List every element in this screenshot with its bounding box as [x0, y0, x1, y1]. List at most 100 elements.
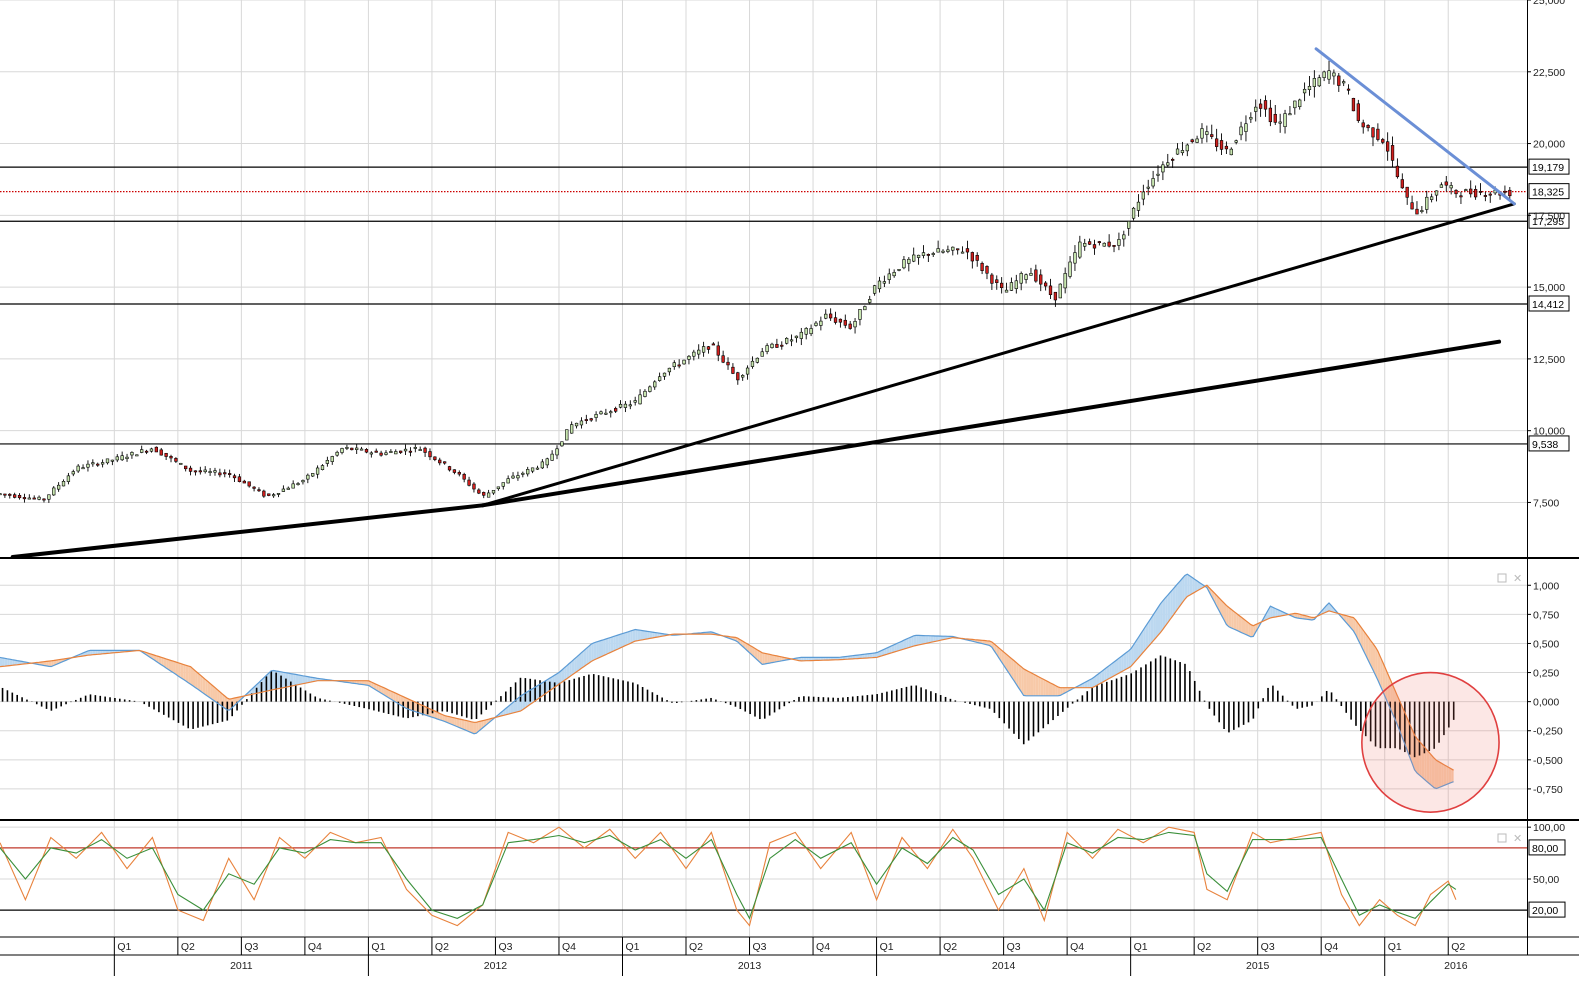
macd-y-tick-label: 0,250 — [1533, 668, 1559, 680]
quarter-label: Q1 — [880, 941, 894, 953]
candlestick — [785, 337, 788, 344]
macd-fill-band — [630, 630, 632, 643]
macd-fill-band — [464, 720, 466, 731]
macd-fill-band — [1116, 658, 1118, 674]
year-label: 2014 — [992, 960, 1016, 972]
price-y-tick-label: 20,000 — [1533, 139, 1565, 151]
year-label: 2016 — [1444, 960, 1468, 972]
macd-fill-band — [1173, 587, 1175, 616]
candlestick — [1059, 283, 1062, 298]
macd-fill-band — [181, 664, 183, 680]
level-price-label: 19,179 — [1532, 162, 1564, 174]
candlestick — [350, 448, 353, 451]
macd-fill-band — [1033, 674, 1035, 696]
quarter-label: Q3 — [1261, 941, 1275, 953]
stochastic-y-tick-label: 50,00 — [1533, 874, 1559, 886]
macd-y-tick-label: 0,750 — [1533, 609, 1559, 621]
level-price-tag: 14,412 — [1529, 296, 1569, 311]
macd-fill-band — [1036, 675, 1038, 696]
macd-fill-band — [1190, 576, 1192, 595]
macd-fill-band — [1241, 617, 1243, 633]
stochastic-y-tick-label: 100,00 — [1533, 822, 1565, 834]
macd-fill-band — [1251, 625, 1253, 637]
quarter-label: Q2 — [1451, 941, 1465, 953]
macd-fill-band — [645, 631, 647, 639]
macd-fill-band — [621, 633, 623, 647]
year-label: 2011 — [230, 960, 253, 972]
macd-fill-band — [603, 639, 605, 656]
macd-fill-band — [200, 675, 202, 693]
price-y-tick-label: 22,500 — [1533, 67, 1565, 79]
macd-fill-band — [1029, 671, 1031, 695]
macd-fill-band — [919, 635, 921, 645]
level-price-tag: 9,538 — [1529, 436, 1569, 451]
macd-fill-band — [914, 635, 916, 646]
macd-fill-band — [765, 653, 767, 664]
macd-fill-band — [305, 676, 307, 683]
macd-fill-band — [462, 720, 464, 730]
macd-fill-band — [1185, 574, 1187, 599]
macd-fill-band — [300, 675, 302, 684]
price-y-tick-label: 15,000 — [1533, 282, 1565, 294]
macd-fill-band — [596, 641, 598, 659]
macd-fill-band — [1121, 654, 1123, 671]
stochastic-level-label: 20,00 — [1532, 905, 1558, 917]
quarter-label: Q1 — [1134, 941, 1148, 953]
level-price-label: 18,325 — [1532, 187, 1564, 199]
quarter-label: Q3 — [498, 941, 512, 953]
level-price-label: 14,412 — [1532, 299, 1564, 311]
macd-fill-band — [1160, 601, 1162, 633]
macd-fill-band — [1053, 684, 1055, 696]
candlestick — [267, 493, 270, 496]
macd-fill-band — [1175, 584, 1177, 613]
level-price-tag: 19,179 — [1529, 159, 1569, 174]
macd-fill-band — [628, 631, 630, 644]
macd-y-tick-label: 1,000 — [1533, 580, 1559, 592]
macd-fill-band — [762, 653, 764, 665]
candlestick — [565, 430, 568, 441]
quarter-label: Q2 — [689, 941, 703, 953]
macd-fill-band — [1229, 608, 1231, 628]
candlestick — [1352, 98, 1355, 111]
price-y-tick-label: 12,500 — [1533, 354, 1565, 366]
macd-fill-band — [640, 630, 642, 640]
macd-fill-band — [183, 664, 185, 681]
year-label: 2015 — [1246, 960, 1270, 972]
macd-fill-band — [926, 636, 928, 644]
macd-fill-band — [49, 661, 51, 667]
candlestick — [1132, 207, 1135, 220]
candlestick — [179, 463, 182, 465]
price-y-tick-label: 25,000 — [1533, 0, 1565, 7]
candlestick — [0, 493, 1, 495]
year-label: 2012 — [484, 960, 508, 972]
quarter-label: Q2 — [1197, 941, 1211, 953]
macd-fill-band — [1038, 677, 1040, 696]
quarter-label: Q1 — [1388, 941, 1402, 953]
macd-fill-band — [581, 651, 583, 669]
macd-fill-band — [1046, 680, 1048, 695]
macd-fill-band — [1024, 669, 1026, 696]
macd-fill-band — [1236, 613, 1238, 631]
stochastic-level-tag: 80,00 — [1529, 840, 1565, 855]
macd-fill-band — [1178, 581, 1180, 609]
macd-fill-band — [1124, 653, 1126, 671]
macd-y-tick-label: 0,500 — [1533, 638, 1559, 650]
macd-fill-band — [1153, 611, 1155, 641]
macd-fill-band — [1192, 578, 1194, 594]
macd-fill-band — [606, 638, 608, 654]
stochastic-level-label: 80,00 — [1532, 843, 1558, 855]
macd-fill-band — [611, 637, 613, 653]
stochastic-close-icon[interactable]: ✕ — [1513, 833, 1522, 845]
macd-fill-band — [303, 676, 305, 684]
level-price-tag: 18,325 — [1529, 184, 1569, 199]
macd-fill-band — [474, 722, 476, 733]
macd-fill-band — [591, 643, 593, 662]
candlestick — [756, 357, 759, 363]
macd-fill-band — [635, 629, 637, 641]
macd-fill-band — [616, 635, 618, 650]
macd-fill-band — [921, 636, 923, 645]
macd-fill-band — [178, 663, 180, 678]
macd-close-icon[interactable]: ✕ — [1513, 573, 1522, 585]
macd-fill-band — [1119, 656, 1121, 673]
